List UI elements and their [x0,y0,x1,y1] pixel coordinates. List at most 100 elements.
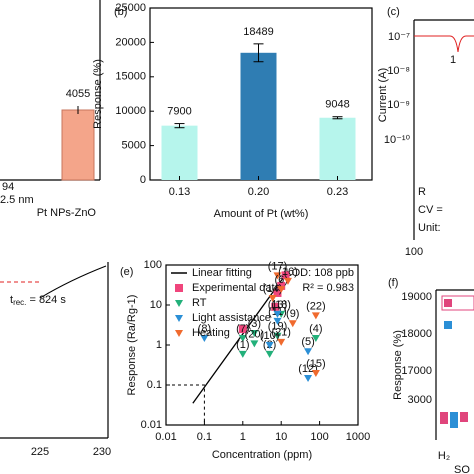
tick-label: 10⁻⁷ [388,31,410,43]
label: 94 [2,181,14,193]
x-tick-label: 10 [275,431,287,443]
x-tick-label: 0.23 [327,186,348,198]
panel-label: (c) [387,6,400,18]
label: 2.5 nm [0,194,34,206]
data-point [238,334,247,342]
y-tick-label: 10 [150,299,162,311]
value-label: 9048 [325,99,349,111]
data-point [273,332,282,340]
point-label: (3) [248,318,261,330]
axis-title: Response (%) [392,330,404,400]
point-label: (22) [306,300,326,312]
label: rec. [13,298,26,307]
bar-fragment [460,412,468,422]
y-tick-label: 15000 [115,71,146,83]
data-point [277,338,286,346]
x-tick-label: 1 [240,431,246,443]
legend-swatch [175,284,183,292]
bar [240,52,277,180]
data-point [250,329,259,337]
y-tick-label: 5000 [122,140,146,152]
fragment-c: (c) 10⁻⁷ 10⁻⁸ 10⁻⁹ 10⁻¹⁰ Current (A) 1 R… [377,6,474,258]
x-tick-label: 0.20 [248,186,269,198]
point-label: (17) [268,260,288,272]
x-tick-label: 100 [310,431,328,443]
tick-label: 18000 [401,328,432,340]
point-label: (8) [198,323,211,335]
x-tick-label: 1000 [346,431,370,443]
legend-swatch [175,330,183,337]
fragment-a: 94 4055 2.5 nm Pt NPs-ZnO [0,0,101,219]
point-label: (5) [301,336,314,348]
bar [161,125,198,180]
label: CV = [418,204,443,216]
point-label: (10) [260,330,280,342]
data-point [265,350,274,358]
value-label: 7900 [167,105,191,117]
data-point [271,302,280,311]
legend-label: Light assistance [192,312,271,324]
label: trec. = 824 s [10,294,66,307]
point-label: (16) [278,266,298,278]
bar-fragment [450,412,458,428]
bar [319,117,356,180]
x-axis-title: Concentration (ppm) [212,449,312,461]
tick-label: 10⁻¹⁰ [384,134,411,146]
label: R [418,186,426,198]
y-tick-label: 1 [156,339,162,351]
y-tick-label: 100 [144,259,162,271]
data-point [288,320,297,328]
x-tick-label: 0.01 [155,431,176,443]
point-label: (21) [271,327,291,339]
legend-swatch [175,315,183,322]
point-label: (14) [263,283,283,295]
legend-swatch [444,299,452,307]
annotation: R² = 0.983 [302,282,354,294]
x-tick-label: 0.1 [197,431,212,443]
point-label: (1) [236,339,249,351]
tick-label: 10⁻⁸ [387,65,410,77]
tick-label: 17000 [401,365,432,377]
y-axis-title: Response (Ra/Rg-1) [126,295,138,396]
y-tick-label: 10000 [115,105,146,117]
data-point [238,350,247,358]
data-point [277,281,286,290]
tick-label: 10⁻⁹ [387,99,410,111]
axis-title: Current (A) [377,68,389,122]
x-axis-title: Amount of Pt (wt%) [214,208,309,220]
tick-label: 225 [31,446,49,458]
fragment-f: (f) 19000 18000 17000 3000 Response (%) … [388,277,474,474]
y-tick-label: 20000 [115,36,146,48]
legend-label: Experimental data [192,282,282,294]
point-label: (12) [298,363,318,375]
data-point [273,288,282,297]
panel-label: (e) [120,266,133,278]
point-label: (13) [268,299,288,311]
tick-label: 230 [93,446,111,458]
tick-label: 100 [405,246,423,258]
data-point [311,369,320,377]
point-label: (19) [268,321,288,333]
label: 4055 [66,88,90,100]
fragment-d: trec. = 824 s 225 230 [0,262,111,458]
tick-label: SO [454,464,470,474]
data-point [273,310,282,318]
data-point [311,334,320,342]
point-label: (6) [274,274,287,286]
data-point [273,317,282,325]
point-label: (20) [245,328,265,340]
tick-label: 19000 [401,291,432,303]
point-label: (7) [236,323,249,335]
legend-swatch [444,321,452,329]
label: Pt NPs-ZnO [37,207,97,219]
label: 1 [450,54,456,66]
y-tick-label: 0 [140,174,146,186]
data-point [273,272,282,280]
data-point [304,348,313,356]
panel-label: (b) [114,6,127,18]
data-point [250,340,259,348]
point-label: (4) [309,323,322,335]
label: Unit: [418,222,441,234]
y-axis-title: Response (%) [92,59,104,129]
